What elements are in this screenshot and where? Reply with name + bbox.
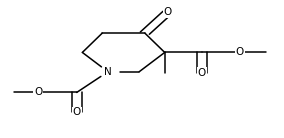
Text: O: O (72, 108, 81, 117)
Text: N: N (104, 67, 112, 77)
Text: O: O (163, 7, 172, 17)
Text: O: O (34, 87, 43, 97)
Text: O: O (236, 47, 244, 57)
Text: O: O (197, 68, 206, 78)
